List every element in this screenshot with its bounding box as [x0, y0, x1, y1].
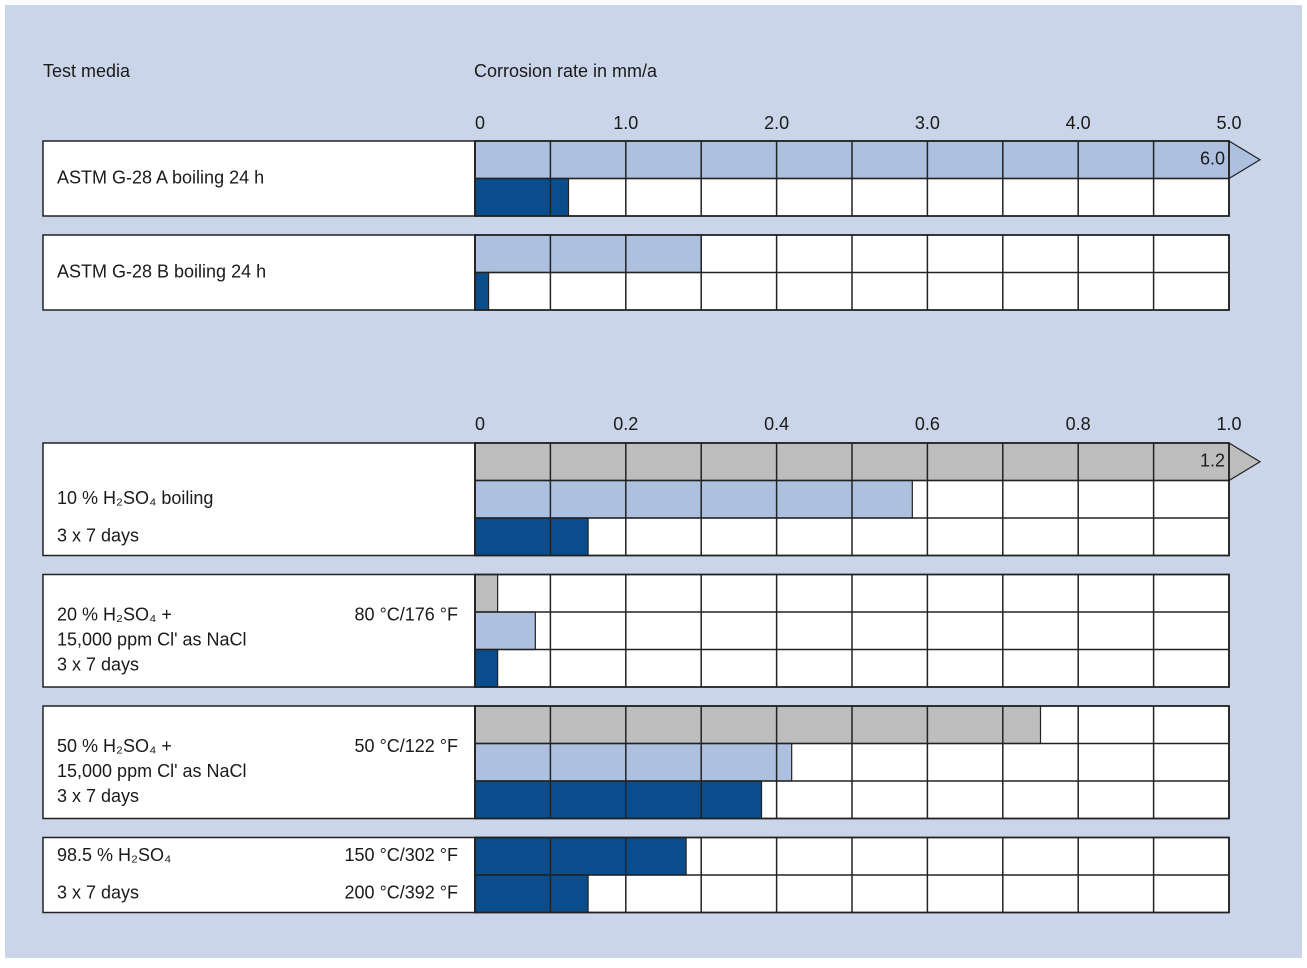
bar [474, 271, 490, 311]
x-tick-label: 5.0 [1216, 113, 1241, 133]
plot-border [474, 573, 1230, 688]
bar [474, 573, 499, 613]
bar [474, 234, 702, 274]
row-label: 15,000 ppm Cl' as NaCl [57, 761, 247, 781]
row-label: 20 % H₂SO₄ + [57, 605, 172, 625]
row-label: 98.5 % H₂SO₄ [57, 845, 171, 865]
x-tick-label: 4.0 [1066, 113, 1091, 133]
x-axis-title: Corrosion rate in mm/a [474, 61, 658, 81]
plot-border [474, 442, 1230, 557]
plot-border [474, 705, 1230, 820]
value-label: 1.2 [1200, 451, 1225, 471]
bar [474, 836, 687, 876]
row-label: 10 % H₂SO₄ boiling [57, 488, 213, 508]
row-label: 3 x 7 days [57, 786, 139, 806]
value-label: 6.0 [1200, 149, 1225, 169]
bar [474, 742, 793, 782]
x-tick-label: 0 [475, 414, 485, 434]
bar [474, 479, 913, 519]
bar [474, 517, 589, 557]
row-label: 15,000 ppm Cl' as NaCl [57, 630, 247, 650]
bar [474, 177, 570, 217]
x-tick-label: 1.0 [1216, 414, 1241, 434]
x-tick-label: 0 [475, 113, 485, 133]
bar [474, 874, 589, 914]
row-label: 3 x 7 days [57, 526, 139, 546]
plot-border [474, 140, 1230, 217]
x-tick-label: 0.2 [613, 414, 638, 434]
x-tick-label: 2.0 [764, 113, 789, 133]
bar [474, 611, 536, 651]
x-tick-label: 0.6 [915, 414, 940, 434]
temperature-label: 50 °C/122 °F [355, 736, 458, 756]
temperature-label: 80 °C/176 °F [355, 605, 458, 625]
x-tick-label: 0.8 [1066, 414, 1091, 434]
label-cell [42, 836, 476, 914]
temperature-label: 150 °C/302 °F [345, 845, 458, 865]
label-cell [42, 705, 476, 820]
plot-border [474, 234, 1230, 311]
row-header: Test media [43, 61, 131, 81]
label-cell [42, 573, 476, 688]
plot-border [474, 836, 1230, 914]
row-label: 50 % H₂SO₄ + [57, 736, 172, 756]
row-label: 3 x 7 days [57, 655, 139, 675]
label-cell [42, 442, 476, 557]
x-tick-label: 1.0 [613, 113, 638, 133]
bar [474, 442, 1262, 482]
bar [474, 780, 763, 820]
temperature-label: 200 °C/392 °F [345, 883, 458, 903]
row-label: 3 x 7 days [57, 883, 139, 903]
bar [474, 140, 1262, 180]
label-cell [42, 234, 476, 311]
row-label: ASTM G-28 B boiling 24 h [57, 261, 266, 281]
bar [474, 705, 1042, 745]
bar [474, 648, 499, 688]
row-label: ASTM G-28 A boiling 24 h [57, 167, 264, 187]
x-tick-label: 0.4 [764, 414, 789, 434]
x-tick-label: 3.0 [915, 113, 940, 133]
label-cell [42, 140, 476, 217]
